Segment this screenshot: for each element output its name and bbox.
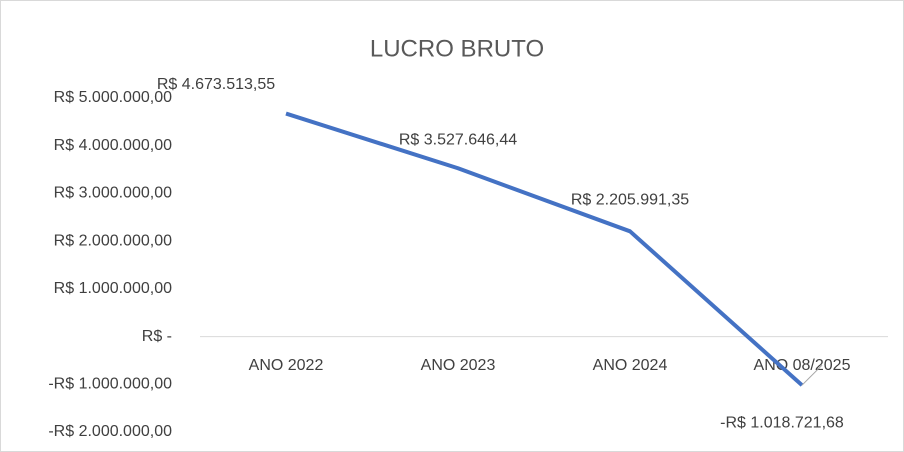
y-tick-label: -R$ 2.000.000,00 [48,423,172,440]
x-tick-label: ANO 2023 [421,357,496,374]
data-label: R$ 3.527.646,44 [399,131,517,148]
x-tick-label: ANO 08/2025 [754,357,851,374]
data-label: R$ 2.205.991,35 [571,192,689,209]
y-tick-label: R$ 5.000.000,00 [54,89,172,106]
chart-title: LUCRO BRUTO [370,35,544,62]
x-tick-label: ANO 2024 [593,357,668,374]
leader-line [801,364,823,386]
y-tick-label: R$ 1.000.000,00 [54,280,172,297]
data-label: -R$ 1.018.721,68 [720,414,844,431]
y-tick-label: R$ 3.000.000,00 [54,185,172,202]
x-tick-label: ANO 2022 [249,357,324,374]
line-series [285,111,804,387]
data-label: R$ 4.673.513,55 [157,76,275,93]
y-tick-label: R$ - [142,328,172,345]
y-tick-label: R$ 2.000.000,00 [54,232,172,249]
y-tick-label: R$ 4.000.000,00 [54,137,172,154]
y-tick-label: -R$ 1.000.000,00 [48,376,172,393]
